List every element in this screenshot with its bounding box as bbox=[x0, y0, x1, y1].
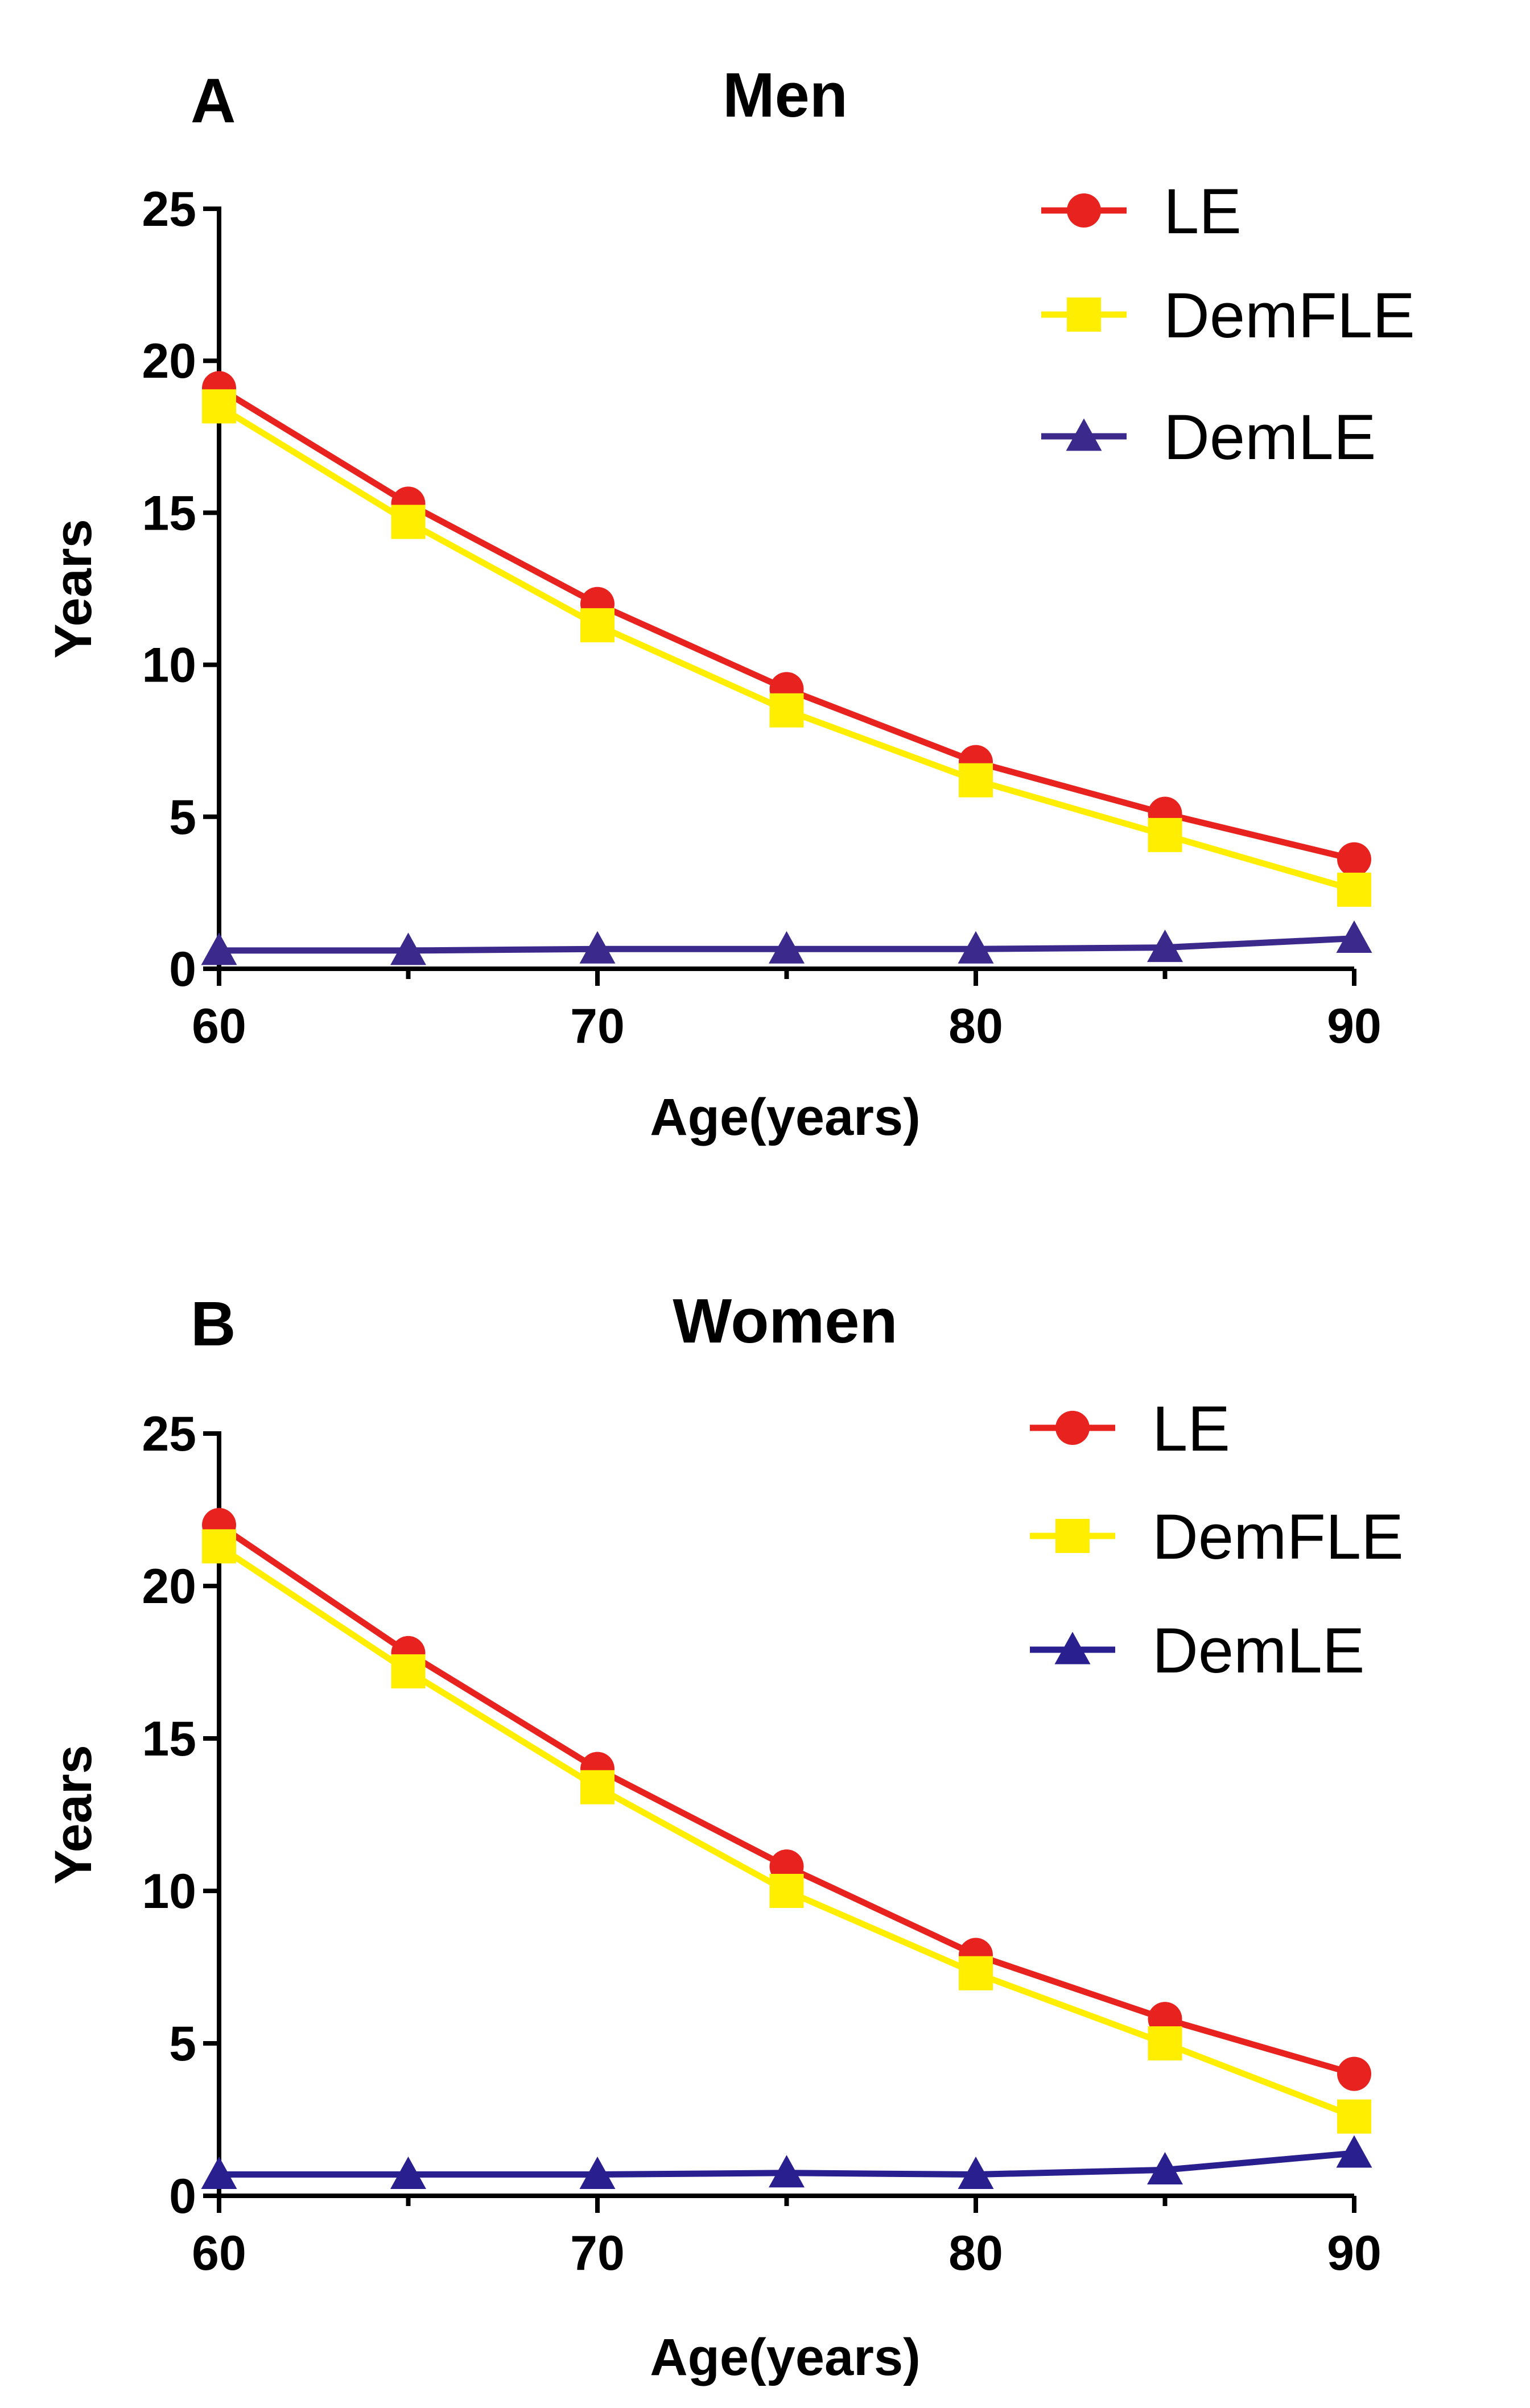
y-tick-label: 20 bbox=[142, 1559, 196, 1614]
y-axis-label: Years bbox=[44, 519, 102, 659]
x-tick-label: 90 bbox=[1327, 999, 1381, 1054]
x-tick-label: 80 bbox=[948, 2226, 1003, 2281]
chart-title: Men bbox=[723, 60, 848, 130]
data-point-demle bbox=[201, 2156, 237, 2189]
x-axis-label: Age(years) bbox=[650, 2328, 921, 2386]
data-point-demle bbox=[1336, 920, 1372, 953]
legend-label-le: LE bbox=[1164, 176, 1242, 247]
legend-marker-le bbox=[1067, 193, 1101, 228]
legend-marker-demfle bbox=[1067, 298, 1101, 332]
y-tick-label: 10 bbox=[142, 638, 196, 693]
data-point-demle bbox=[390, 932, 426, 965]
data-point-demfle bbox=[1337, 2099, 1371, 2134]
data-point-demle bbox=[1147, 2151, 1183, 2184]
data-point-demfle bbox=[580, 608, 615, 643]
data-point-demle bbox=[390, 2156, 426, 2189]
data-point-demfle bbox=[391, 1654, 426, 1689]
data-point-demle bbox=[1336, 2135, 1372, 2168]
panel-men: A Men 0 5 10 15 20 25 60 70 80 90 Age(years) Years LE D… bbox=[44, 60, 1415, 1146]
y-tick-label: 25 bbox=[142, 1407, 196, 1461]
legend-label-le: LE bbox=[1152, 1393, 1230, 1464]
legend-marker-le bbox=[1055, 1411, 1090, 1445]
data-point-demfle bbox=[959, 1956, 993, 1990]
data-point-demfle bbox=[1148, 817, 1182, 852]
y-tick-label: 0 bbox=[169, 942, 196, 997]
data-point-demle bbox=[579, 931, 616, 964]
legend-label-demle: DemLE bbox=[1152, 1615, 1364, 1686]
data-point-demfle bbox=[202, 1529, 236, 1564]
data-point-demle bbox=[1147, 930, 1183, 963]
x-tick-label: 60 bbox=[192, 2226, 246, 2281]
data-point-le bbox=[1337, 2056, 1371, 2091]
panel-letter: A bbox=[191, 66, 236, 136]
chart-title: Women bbox=[673, 1286, 897, 1356]
y-tick-label: 0 bbox=[169, 2169, 196, 2224]
legend-marker-demle bbox=[1066, 418, 1102, 451]
data-point-demle bbox=[958, 2156, 994, 2189]
legend-marker-demfle bbox=[1055, 1519, 1090, 1553]
y-tick-label: 25 bbox=[142, 182, 196, 237]
y-tick-label: 15 bbox=[142, 486, 196, 540]
data-point-demle bbox=[769, 2155, 805, 2188]
data-point-demfle bbox=[769, 1874, 804, 1908]
data-point-demle bbox=[201, 932, 237, 965]
x-tick-label: 70 bbox=[570, 999, 625, 1054]
panel-women: B Women 0 5 10 15 20 25 60 70 80 90 Age(years) Years L… bbox=[44, 1286, 1404, 2386]
x-axis-label: Age(years) bbox=[650, 1088, 921, 1146]
data-point-demfle bbox=[1148, 2026, 1182, 2060]
y-tick-label: 5 bbox=[169, 790, 196, 845]
y-tick-label: 20 bbox=[142, 334, 196, 389]
y-tick-label: 15 bbox=[142, 1712, 196, 1766]
data-point-demle bbox=[958, 931, 994, 964]
x-tick-label: 80 bbox=[948, 999, 1003, 1054]
y-axis-label: Years bbox=[44, 1745, 102, 1885]
data-point-demfle bbox=[580, 1770, 615, 1804]
data-point-demle bbox=[769, 931, 805, 964]
data-point-le bbox=[1337, 842, 1371, 877]
y-tick-label: 5 bbox=[169, 2017, 196, 2071]
series-line-le bbox=[217, 1522, 1355, 2077]
x-tick-label: 90 bbox=[1327, 2226, 1381, 2281]
data-point-demfle bbox=[202, 389, 236, 424]
data-point-demle bbox=[579, 2156, 616, 2189]
x-tick-label: 60 bbox=[192, 999, 246, 1054]
x-tick-label: 70 bbox=[570, 2226, 625, 2281]
data-point-demfle bbox=[1337, 873, 1371, 907]
legend-label-demfle: DemFLE bbox=[1152, 1501, 1404, 1572]
data-point-demfle bbox=[959, 763, 993, 798]
legend-label-demle: DemLE bbox=[1164, 402, 1376, 473]
panel-letter: B bbox=[191, 1289, 236, 1359]
data-point-demfle bbox=[391, 505, 426, 539]
legend-label-demfle: DemFLE bbox=[1164, 280, 1415, 351]
y-tick-label: 10 bbox=[142, 1864, 196, 1919]
legend-marker-demle bbox=[1054, 1632, 1091, 1664]
data-point-demfle bbox=[769, 693, 804, 728]
